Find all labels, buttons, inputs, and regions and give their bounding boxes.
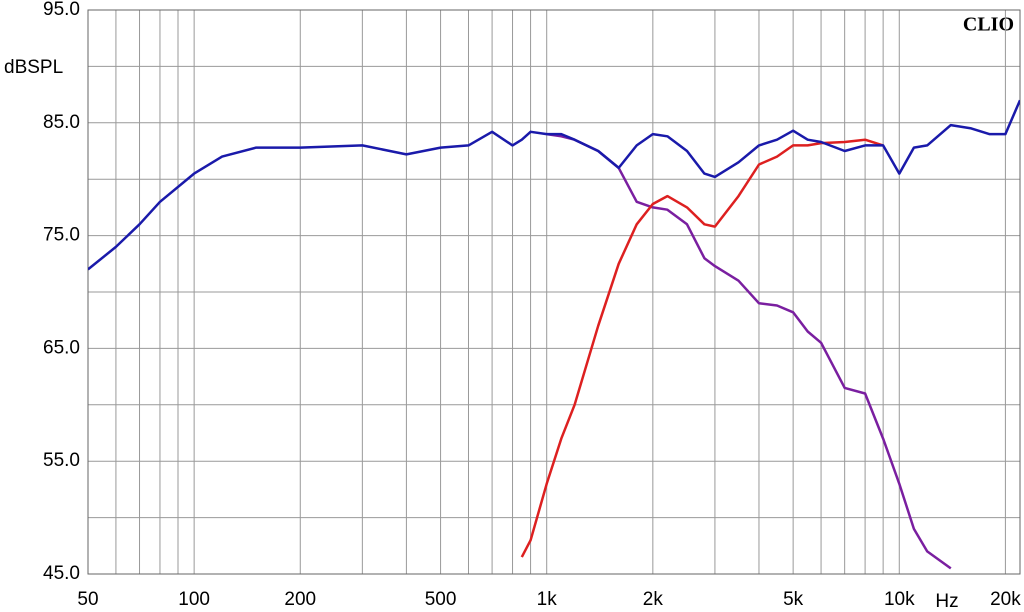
y-tick-label: 45.0 bbox=[43, 563, 80, 584]
brand: CLIO bbox=[963, 14, 1014, 36]
x-tick-label: 1k bbox=[537, 589, 558, 610]
plot-frame bbox=[87, 9, 1021, 575]
x-tick-label: 2k bbox=[643, 589, 664, 610]
x-tick-label: 200 bbox=[284, 589, 316, 610]
x-tick-label: 500 bbox=[425, 589, 457, 610]
y-tick-label: 85.0 bbox=[43, 112, 80, 133]
y-tick-label: 75.0 bbox=[43, 225, 80, 246]
x-tick-label: 5k bbox=[783, 589, 804, 610]
y-tick-label: 55.0 bbox=[43, 450, 80, 471]
x-tick-label: 20k bbox=[990, 589, 1021, 610]
x-tick-label: 10k bbox=[884, 589, 915, 610]
x-tick-label: 100 bbox=[178, 589, 210, 610]
y-tick-label: 65.0 bbox=[43, 337, 80, 358]
y-tick-label: 95.0 bbox=[43, 0, 80, 20]
series-line bbox=[546, 132, 952, 570]
series-line bbox=[520, 138, 884, 558]
x-axis-label: Hz bbox=[935, 591, 958, 612]
series-line bbox=[88, 99, 1020, 271]
y-axis-label: dBSPL bbox=[4, 57, 63, 78]
x-tick-label: 50 bbox=[77, 589, 98, 610]
